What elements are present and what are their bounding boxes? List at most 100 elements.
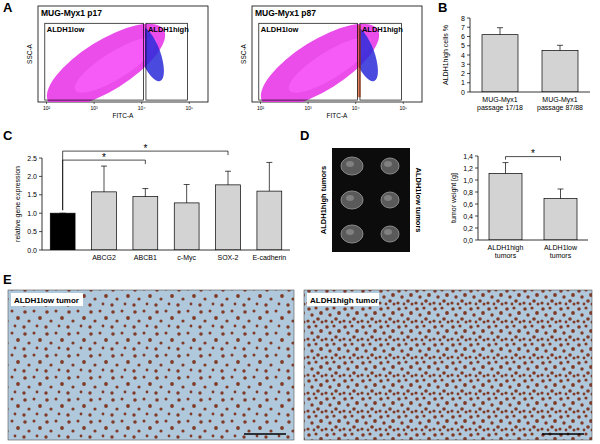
- gate: [45, 23, 144, 100]
- tick-label: 5: [461, 42, 465, 49]
- bar: [482, 35, 518, 92]
- bar-chart: 0,00,20,40,60,81,01,21,4tumor weight [g]…: [450, 148, 588, 259]
- tick: [141, 102, 142, 104]
- error-bar: [266, 162, 272, 191]
- tick-label: 0,6: [463, 201, 473, 208]
- tick: [403, 102, 404, 104]
- tick: [39, 158, 42, 159]
- tumor-highlight: [346, 195, 354, 201]
- tick-label: 1,4: [463, 153, 473, 160]
- tick: [475, 156, 478, 157]
- tick: [475, 168, 478, 169]
- tick-label: 1,2: [463, 165, 473, 172]
- tick-label: 10³: [90, 105, 98, 111]
- event-cloud: [252, 8, 391, 102]
- label-line: MUG-Myx1: [482, 96, 517, 104]
- significance-bracket: [63, 160, 146, 210]
- bar: [92, 192, 117, 250]
- tick-label: 1: [461, 79, 465, 86]
- significance-label: *: [143, 143, 147, 154]
- category-label: ALDH1lowtumors: [544, 244, 578, 259]
- tick-label: 2: [461, 70, 465, 77]
- gate-label: ALDH1high: [148, 25, 189, 34]
- tumor-highlight: [346, 229, 354, 235]
- tick-label: 10³: [304, 105, 312, 111]
- error-bar: [503, 163, 509, 174]
- tick-label: 1,0: [463, 177, 473, 184]
- label-line: passage 87/88: [537, 104, 583, 112]
- tick-label: 0,4: [463, 213, 473, 220]
- tick: [467, 18, 470, 19]
- significance-label: *: [531, 148, 535, 159]
- tick-label: 6: [461, 33, 465, 40]
- tissue-background: [304, 290, 592, 440]
- population-low: [252, 8, 391, 102]
- tick: [475, 216, 478, 217]
- tick-label: 7: [461, 24, 465, 31]
- label-line: tumors: [495, 252, 517, 259]
- tissue-background: [8, 290, 294, 440]
- gate: [360, 23, 402, 100]
- gate-label: ALDH1low: [261, 25, 299, 34]
- tumor: [381, 192, 399, 208]
- tissue-nuclei: [304, 290, 592, 440]
- tick: [189, 102, 190, 104]
- photo-label: ALDH1high tumors: [319, 166, 328, 234]
- category-label: MUG-Myx1passage 87/88: [537, 96, 583, 112]
- tick: [467, 27, 470, 28]
- tick: [467, 82, 470, 83]
- axis-label: tumor weight [g]: [450, 173, 458, 223]
- gate: [146, 23, 188, 100]
- figure: ABCDEALDH1lowALDH1highMUG-Myx1 p1710²10³…: [0, 0, 600, 444]
- panel-letter: E: [3, 272, 12, 287]
- bar: [174, 203, 199, 250]
- tick-label: 10⁴: [352, 105, 360, 111]
- axis-label: FITC-A: [113, 112, 135, 119]
- tick: [308, 102, 309, 104]
- tick: [475, 180, 478, 181]
- axis-label: FITC-A: [327, 112, 349, 119]
- bar: [133, 197, 158, 250]
- tick: [475, 204, 478, 205]
- error-bar: [225, 171, 231, 185]
- tick: [39, 194, 42, 195]
- axis-label: SSC-A: [240, 43, 247, 64]
- label-box: [11, 293, 83, 306]
- label-line: ALDH1high: [488, 244, 524, 252]
- tumor: [341, 157, 363, 175]
- tumor: [381, 158, 399, 174]
- tick: [260, 102, 261, 104]
- tick-label: 1.0: [27, 210, 37, 217]
- marks: [482, 28, 578, 92]
- gate-label: ALDH1low: [47, 25, 85, 34]
- label-box: [307, 293, 379, 306]
- label-line: tumors: [550, 252, 572, 259]
- x-axis: [470, 92, 590, 93]
- axis-label: SSC-A: [26, 43, 33, 64]
- category-label: SOX-2: [217, 254, 238, 261]
- tick: [39, 213, 42, 214]
- category-label: E-cadherin: [252, 254, 286, 261]
- bar: [544, 199, 577, 240]
- error-bar: [497, 28, 503, 35]
- image-frame: [8, 290, 294, 440]
- category-label: c-Myc: [177, 254, 196, 262]
- error-bar: [557, 45, 563, 50]
- plot-title: MUG-Myx1 p17: [41, 8, 102, 18]
- scale-bar: [542, 433, 584, 435]
- bar: [257, 191, 282, 250]
- bar: [489, 173, 522, 240]
- tick-label: 4: [461, 52, 465, 59]
- tick-label: 0.0: [27, 247, 37, 254]
- category-label: MUG-Myx1passage 17/18: [477, 96, 523, 112]
- category-label: ALDH1hightumors: [488, 244, 524, 259]
- tissue-stroma: [304, 290, 592, 440]
- tissue-nuclei: [8, 290, 294, 440]
- tick-label: 0,8: [463, 189, 473, 196]
- scale-bar: [244, 433, 286, 435]
- tick-label: 0,0: [463, 237, 473, 244]
- gate-label: ALDH1high: [362, 25, 403, 34]
- marks: [489, 163, 577, 240]
- photo-background: [332, 148, 410, 252]
- tick: [94, 102, 95, 104]
